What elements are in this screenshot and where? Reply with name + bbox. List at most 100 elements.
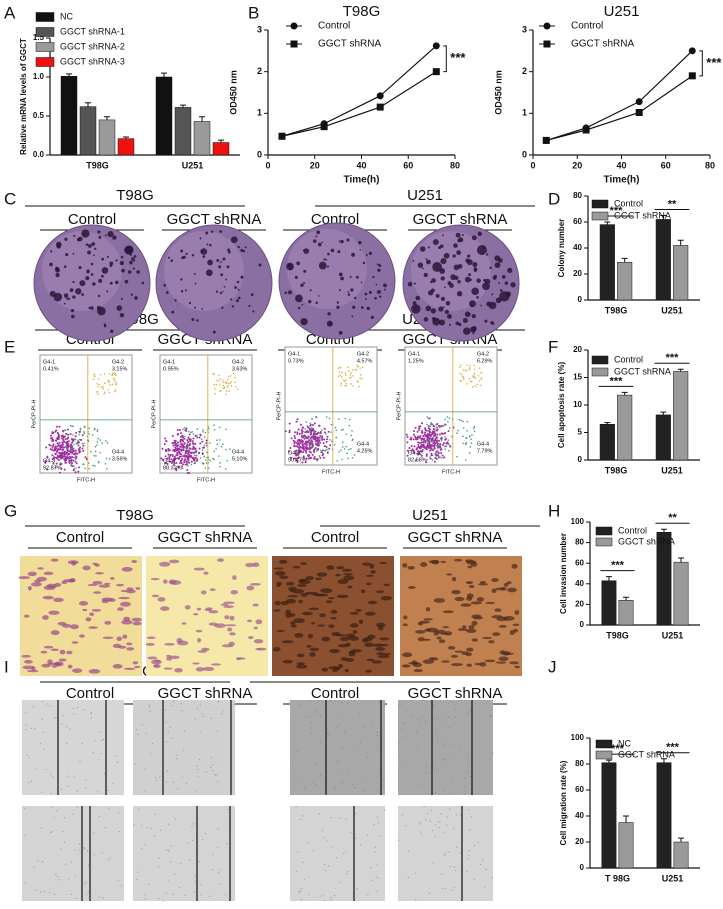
event [428, 439, 431, 442]
colony [425, 258, 428, 261]
cell [317, 624, 326, 627]
event [299, 446, 302, 449]
cell [131, 560, 138, 564]
event [309, 428, 312, 430]
cell-speck [330, 817, 332, 819]
colony [312, 239, 317, 243]
event [312, 427, 315, 430]
x-tick-label: 0 [530, 160, 535, 170]
event [225, 428, 227, 431]
cell [325, 600, 333, 604]
cell [514, 610, 520, 615]
cell [220, 603, 229, 606]
cell-speck [90, 713, 93, 715]
event [348, 370, 350, 372]
cell-speck [420, 833, 423, 835]
event [294, 437, 297, 440]
event [340, 384, 342, 387]
event [62, 429, 65, 432]
colony [326, 265, 329, 268]
event [321, 454, 324, 457]
cell [327, 597, 335, 600]
cell-speck [30, 727, 33, 730]
event [417, 443, 420, 446]
colony [417, 262, 424, 268]
cell [288, 586, 298, 592]
colony [71, 314, 75, 319]
cell-speck [384, 809, 386, 811]
cell [346, 633, 356, 639]
significance-label: ** [668, 198, 677, 210]
cell [350, 649, 363, 653]
event [67, 433, 70, 436]
colony [370, 315, 374, 319]
event [54, 466, 57, 469]
cell [350, 623, 359, 628]
event [56, 456, 59, 459]
event [179, 441, 182, 444]
event [55, 425, 58, 428]
colony [330, 248, 335, 253]
cell [110, 576, 115, 580]
cell [376, 652, 385, 656]
event [309, 422, 312, 425]
cell [492, 632, 501, 637]
event [179, 445, 182, 448]
colony [191, 318, 195, 322]
cell-speck [159, 776, 161, 778]
cell [95, 571, 105, 575]
event [63, 435, 66, 438]
event [218, 374, 220, 377]
cell-speck [218, 871, 220, 873]
event [175, 467, 178, 470]
event [114, 373, 116, 375]
event [215, 448, 217, 450]
colony [303, 248, 310, 254]
legend-label: Control [614, 198, 643, 208]
cell [58, 658, 67, 662]
cell-speck [449, 866, 452, 868]
colony [127, 270, 132, 274]
event [304, 431, 307, 434]
event [96, 383, 99, 385]
event [113, 378, 115, 381]
event [109, 384, 112, 386]
cell-speck [423, 806, 425, 808]
cell-speck [362, 790, 364, 792]
y-tick-label: 60 [575, 785, 584, 794]
event [163, 443, 166, 446]
cell [54, 661, 64, 667]
colony [240, 248, 244, 253]
cell-speck [41, 791, 43, 794]
event [187, 459, 190, 462]
cell [470, 561, 478, 567]
event [321, 449, 324, 452]
cell-speck [118, 831, 120, 833]
event [314, 447, 317, 449]
event [478, 367, 481, 370]
event [357, 365, 359, 368]
cell [202, 666, 215, 671]
colony [316, 230, 321, 235]
colony [240, 275, 244, 279]
cell-speck [233, 703, 235, 705]
significance-label: ** [668, 512, 677, 524]
cell-speck [377, 747, 379, 749]
event [230, 385, 233, 387]
cell [236, 657, 246, 660]
event [55, 462, 58, 465]
event [439, 445, 442, 448]
event [406, 454, 409, 457]
cell-speck [157, 866, 160, 868]
event [438, 433, 441, 436]
colony [301, 303, 304, 306]
cell [377, 625, 384, 631]
cell-speck [314, 712, 316, 714]
event [339, 366, 341, 369]
colony [338, 289, 341, 292]
cell-speck [415, 730, 417, 733]
event [63, 468, 66, 471]
colony [200, 248, 208, 255]
colony [443, 286, 446, 289]
colony [55, 267, 60, 273]
